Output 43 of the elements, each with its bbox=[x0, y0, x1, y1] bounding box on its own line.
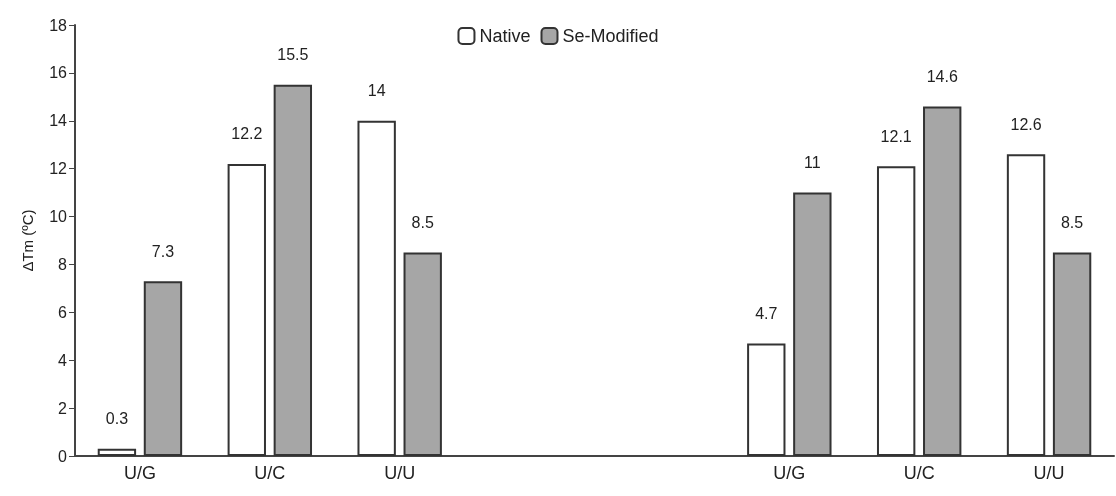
data-label: 12.6 bbox=[1010, 115, 1042, 133]
bar bbox=[357, 120, 396, 456]
data-label: 11 bbox=[804, 154, 821, 172]
y-tick-label: 10 bbox=[49, 208, 68, 226]
x-tick-label: U/U bbox=[384, 463, 416, 483]
y-axis-title: ΔTm (ºC) bbox=[19, 209, 36, 272]
data-label: 8.5 bbox=[1060, 213, 1084, 231]
data-label: 14 bbox=[367, 82, 386, 100]
bar bbox=[876, 166, 916, 456]
y-tick-label: 2 bbox=[58, 399, 68, 417]
bar bbox=[1052, 252, 1092, 456]
y-tick-label: 6 bbox=[58, 303, 68, 321]
legend-label: Se-Modified bbox=[562, 26, 659, 46]
data-label: 8.5 bbox=[411, 213, 434, 231]
bar bbox=[273, 84, 313, 456]
bar bbox=[793, 192, 832, 456]
x-tick-label: U/C bbox=[903, 463, 935, 483]
bar bbox=[97, 448, 137, 456]
y-tick-label: 4 bbox=[58, 351, 68, 369]
data-label: 12.1 bbox=[880, 127, 912, 145]
legend-label: Native bbox=[479, 26, 531, 46]
x-tick-label: U/G bbox=[123, 463, 156, 483]
data-label: 15.5 bbox=[277, 46, 309, 64]
bar bbox=[227, 163, 266, 456]
y-tick-label: 18 bbox=[49, 16, 68, 34]
bar bbox=[403, 252, 442, 456]
data-label: 4.7 bbox=[755, 304, 778, 322]
data-label: 0.3 bbox=[105, 410, 129, 428]
data-label: 12.2 bbox=[231, 125, 263, 143]
y-tick-label: 16 bbox=[49, 64, 68, 82]
bar bbox=[143, 281, 183, 456]
y-tick-label: 14 bbox=[49, 112, 68, 130]
bar bbox=[747, 343, 786, 456]
data-label: 7.3 bbox=[151, 242, 175, 260]
data-label: 14.6 bbox=[926, 67, 958, 85]
y-tick-label: 8 bbox=[58, 255, 68, 273]
x-tick-label: U/C bbox=[254, 463, 286, 483]
bar bbox=[1006, 154, 1046, 456]
x-tick-label: U/U bbox=[1033, 463, 1065, 483]
y-tick-label: 0 bbox=[58, 447, 68, 465]
bar bbox=[923, 106, 962, 456]
y-tick-label: 12 bbox=[49, 160, 68, 178]
x-tick-label: U/G bbox=[773, 463, 806, 483]
